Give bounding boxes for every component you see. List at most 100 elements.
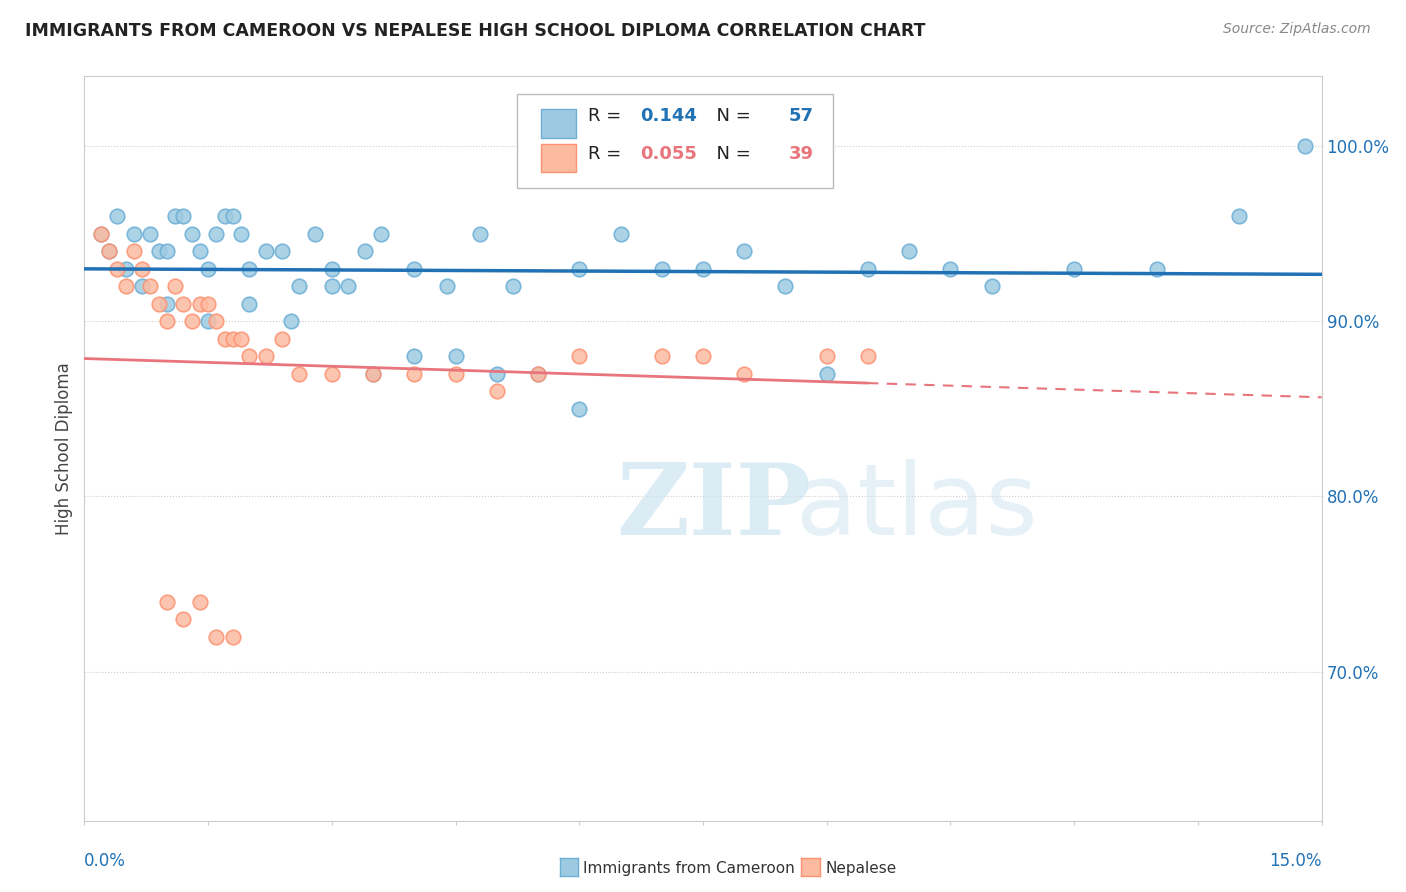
Text: Nepalese: Nepalese xyxy=(825,862,897,876)
Point xyxy=(485,384,508,399)
Point xyxy=(188,244,211,258)
Point xyxy=(304,227,326,241)
Point xyxy=(238,349,260,363)
Point xyxy=(939,261,962,276)
Point xyxy=(288,367,311,381)
Point xyxy=(139,279,162,293)
Point xyxy=(172,209,194,223)
Point xyxy=(692,261,714,276)
Point xyxy=(131,279,153,293)
Point xyxy=(172,296,194,310)
Point xyxy=(148,244,170,258)
Point xyxy=(188,296,211,310)
Point xyxy=(280,314,302,328)
Point xyxy=(254,349,277,363)
Point xyxy=(114,279,136,293)
Point xyxy=(180,227,202,241)
Point xyxy=(122,244,145,258)
Point xyxy=(651,261,673,276)
Point xyxy=(271,244,294,258)
Point xyxy=(321,261,343,276)
Point xyxy=(222,630,245,644)
Text: 39: 39 xyxy=(789,145,814,163)
Point xyxy=(214,209,236,223)
Point xyxy=(815,349,838,363)
Point xyxy=(444,367,467,381)
Point xyxy=(122,227,145,241)
Point xyxy=(436,279,458,293)
Point xyxy=(165,209,187,223)
Point xyxy=(1294,139,1316,153)
Point xyxy=(188,594,211,608)
Text: 0.055: 0.055 xyxy=(640,145,697,163)
Point xyxy=(856,261,879,276)
Point xyxy=(238,261,260,276)
Point xyxy=(1227,209,1250,223)
Point xyxy=(815,367,838,381)
Point xyxy=(165,279,187,293)
Point xyxy=(205,630,228,644)
Point xyxy=(254,244,277,258)
Text: 0.144: 0.144 xyxy=(640,107,697,125)
FancyBboxPatch shape xyxy=(517,95,832,187)
FancyBboxPatch shape xyxy=(541,110,575,137)
Point xyxy=(114,261,136,276)
Text: 0.0%: 0.0% xyxy=(84,852,127,871)
Point xyxy=(361,367,384,381)
Point xyxy=(321,367,343,381)
Text: Immigrants from Cameroon: Immigrants from Cameroon xyxy=(583,862,796,876)
Point xyxy=(238,296,260,310)
Point xyxy=(775,279,797,293)
Point xyxy=(271,332,294,346)
Point xyxy=(156,296,179,310)
Point xyxy=(139,227,162,241)
Point xyxy=(98,244,121,258)
Point xyxy=(568,401,591,416)
Point xyxy=(148,296,170,310)
Point xyxy=(898,244,921,258)
Y-axis label: High School Diploma: High School Diploma xyxy=(55,362,73,534)
Point xyxy=(370,227,392,241)
Point xyxy=(404,349,426,363)
Point xyxy=(856,349,879,363)
Point xyxy=(361,367,384,381)
Point xyxy=(980,279,1002,293)
Text: IMMIGRANTS FROM CAMEROON VS NEPALESE HIGH SCHOOL DIPLOMA CORRELATION CHART: IMMIGRANTS FROM CAMEROON VS NEPALESE HIG… xyxy=(25,22,925,40)
Point xyxy=(609,227,631,241)
Point xyxy=(90,227,112,241)
Point xyxy=(337,279,360,293)
Point xyxy=(229,227,252,241)
Point xyxy=(214,332,236,346)
Text: N =: N = xyxy=(706,107,756,125)
Text: R =: R = xyxy=(588,107,627,125)
Text: Source: ZipAtlas.com: Source: ZipAtlas.com xyxy=(1223,22,1371,37)
Point xyxy=(156,314,179,328)
Point xyxy=(205,227,228,241)
Point xyxy=(156,594,179,608)
Point xyxy=(1146,261,1168,276)
Point xyxy=(692,349,714,363)
Point xyxy=(1063,261,1085,276)
Point xyxy=(733,367,755,381)
Point xyxy=(568,261,591,276)
Text: 15.0%: 15.0% xyxy=(1270,852,1322,871)
Point xyxy=(288,279,311,293)
Point xyxy=(404,367,426,381)
Point xyxy=(353,244,375,258)
Point xyxy=(444,349,467,363)
FancyBboxPatch shape xyxy=(541,144,575,172)
Text: N =: N = xyxy=(706,145,756,163)
Point xyxy=(197,296,219,310)
Point xyxy=(180,314,202,328)
Point xyxy=(229,332,252,346)
Text: ZIP: ZIP xyxy=(616,459,811,557)
Point xyxy=(651,349,673,363)
Point xyxy=(404,261,426,276)
Point xyxy=(222,209,245,223)
Point xyxy=(527,367,550,381)
Point xyxy=(470,227,492,241)
Point xyxy=(105,209,128,223)
Point xyxy=(90,227,112,241)
Point xyxy=(321,279,343,293)
Point xyxy=(197,314,219,328)
